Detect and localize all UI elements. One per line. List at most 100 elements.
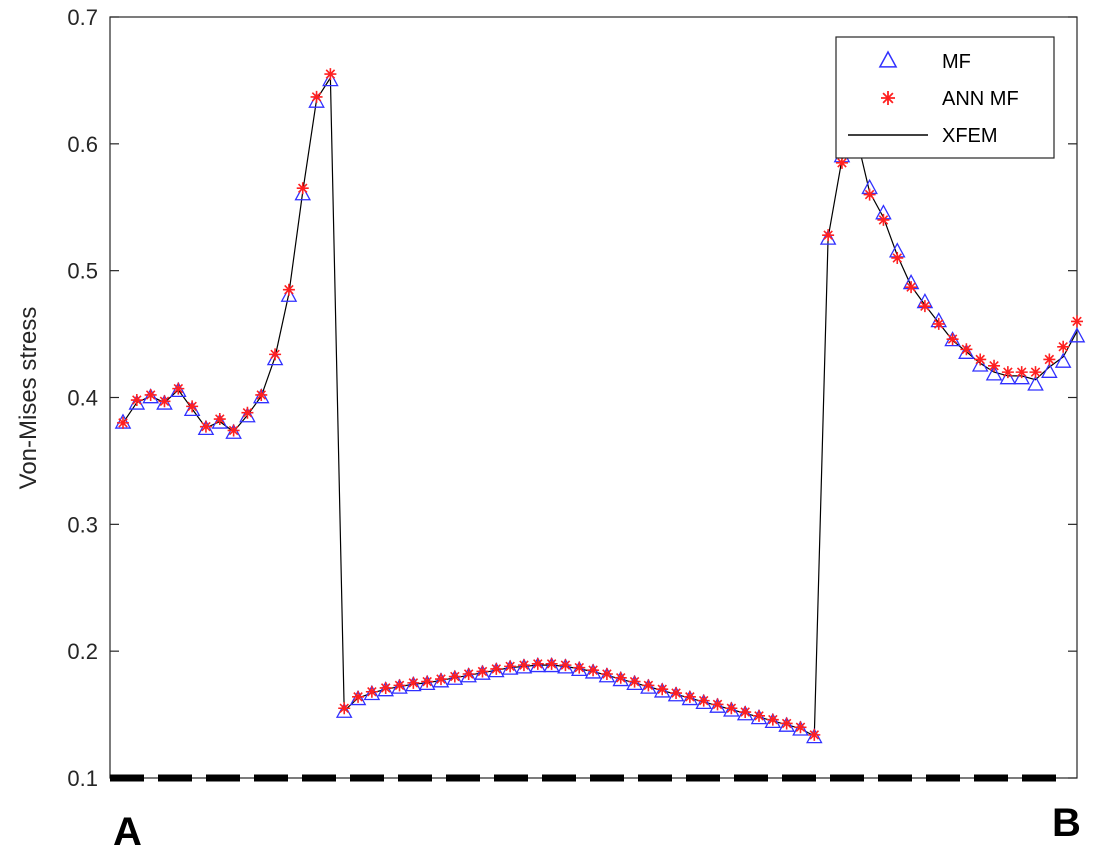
ann-mf-marker [683, 690, 696, 703]
mf-marker [653, 682, 671, 698]
ann-mf-marker [918, 300, 931, 313]
ann-mf-marker [282, 283, 295, 296]
ann-mf-marker [656, 683, 669, 696]
mf-marker [681, 690, 699, 706]
ann-mf-marker [946, 333, 959, 346]
mf-marker [142, 388, 159, 404]
ann-mf-marker [172, 382, 185, 395]
ann-mf-marker [780, 717, 793, 730]
ann-mf-marker [725, 702, 738, 715]
ann-mf-marker [600, 667, 613, 680]
ann-mf-marker [670, 687, 683, 700]
legend-label: MF [942, 51, 971, 73]
mf-marker [170, 381, 187, 398]
mf-marker [529, 657, 547, 673]
mf-marker [488, 662, 505, 678]
ann-mf-marker [435, 673, 447, 686]
ann-mf-marker [490, 662, 503, 675]
mf-marker [709, 697, 726, 713]
series-ann-mf [117, 68, 1083, 741]
legend-label: XFEM [942, 125, 998, 147]
ann-mf-marker [393, 679, 406, 692]
ann-mf-marker [310, 90, 323, 103]
ann-mf-marker [338, 702, 351, 715]
ann-mf-marker [642, 679, 655, 692]
ann-mf-marker [835, 156, 848, 169]
ann-mf-marker [863, 188, 876, 201]
y-tick-label: 0.1 [67, 766, 98, 791]
mf-marker [197, 419, 215, 436]
ann-mf-marker [891, 251, 904, 264]
mf-marker [570, 660, 588, 677]
mf-marker [695, 693, 712, 710]
ann-mf-marker [269, 348, 282, 361]
mf-marker [557, 658, 574, 674]
legend-box [835, 36, 1055, 159]
ann-mf-marker [545, 657, 558, 670]
series-layer [114, 68, 1086, 744]
ann-mf-marker [476, 665, 489, 678]
y-tick-label: 0.4 [67, 386, 98, 411]
ann-mf-marker [186, 400, 199, 413]
mf-marker [1041, 362, 1058, 378]
mf-marker [819, 229, 837, 245]
ann-mf-marker [407, 676, 420, 689]
ann-mf-marker [988, 359, 1001, 372]
y-tick-label: 0.5 [67, 259, 98, 284]
y-axis-label: Von-Mises stress [15, 307, 42, 490]
mf-marker [626, 674, 643, 690]
mf-marker [1054, 352, 1072, 368]
mf-marker [543, 657, 560, 673]
ann-mf-marker [739, 706, 752, 719]
ann-mf-marker [421, 675, 434, 688]
mf-marker [432, 672, 450, 688]
endpoint-label-a: A [113, 810, 142, 852]
mf-marker [501, 659, 519, 675]
ann-mf-marker [587, 664, 600, 677]
mf-marker [363, 684, 381, 701]
ann-mf-marker [794, 721, 807, 734]
ann-mf-marker [199, 420, 212, 433]
mf-marker [474, 664, 491, 680]
mf-marker [349, 690, 367, 706]
ann-mf-marker [1029, 366, 1042, 379]
ann-mf-marker [1001, 366, 1014, 379]
mf-marker [764, 712, 782, 729]
ann-mf-marker [766, 713, 779, 726]
mf-marker [252, 388, 270, 404]
ann-mf-marker [531, 657, 544, 670]
ann-mf-marker [1071, 315, 1083, 328]
ann-mf-marker [448, 670, 461, 683]
ann-mf-marker [241, 406, 254, 419]
ann-mf-marker [753, 709, 765, 722]
mf-marker [612, 670, 630, 687]
ann-mf-marker [1015, 366, 1028, 379]
ann-mf-marker [960, 343, 973, 356]
ann-mf-marker [324, 68, 337, 81]
mf-marker [598, 667, 616, 683]
ann-mf-marker [379, 681, 392, 694]
ann-mf-marker [227, 424, 240, 437]
mf-marker [460, 667, 477, 683]
ann-mf-marker [462, 667, 475, 680]
mf-marker [225, 423, 242, 439]
ann-mf-marker [517, 659, 530, 672]
mf-marker [183, 400, 201, 417]
mf-marker [806, 728, 823, 744]
ann-mf-marker [573, 661, 586, 674]
ann-mf-marker [822, 229, 835, 242]
ann-mf-marker [697, 694, 710, 707]
mf-marker [971, 356, 989, 372]
ann-mf-marker [808, 728, 821, 741]
legend-label: ANN MF [942, 88, 1019, 110]
mf-marker [723, 701, 740, 717]
mf-marker [418, 674, 436, 690]
mf-marker [750, 709, 768, 725]
mf-marker [640, 678, 657, 694]
y-tick-label: 0.7 [67, 5, 98, 30]
ann-mf-marker [711, 698, 724, 711]
xfem-line [122, 75, 1078, 738]
mf-marker [405, 676, 422, 692]
ann-mf-marker [614, 671, 627, 684]
mf-marker [1013, 369, 1030, 385]
